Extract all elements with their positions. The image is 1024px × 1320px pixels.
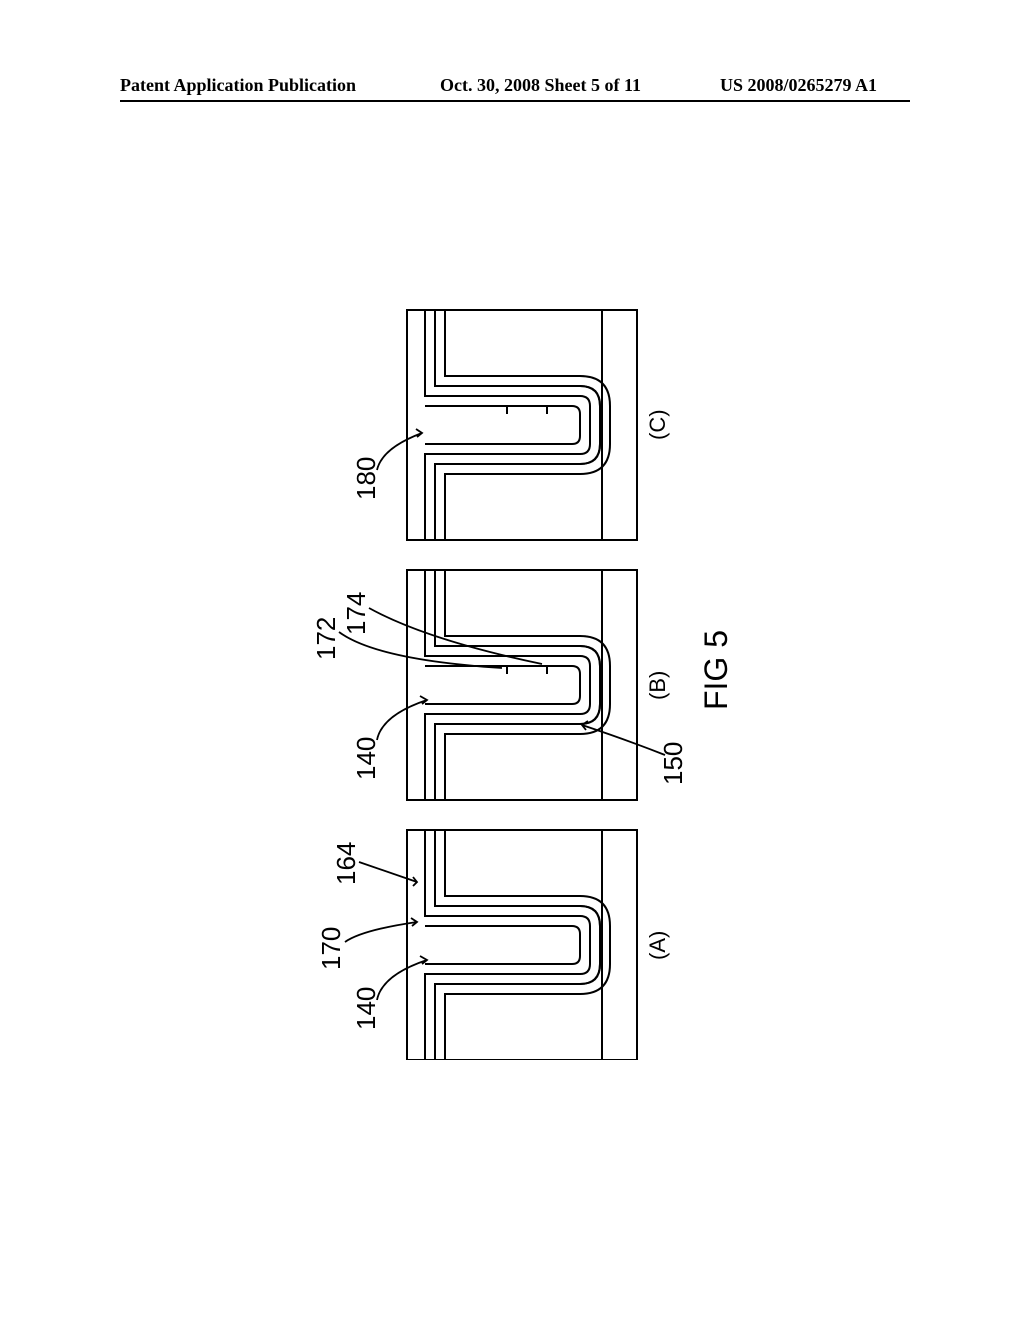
header-left: Patent Application Publication bbox=[120, 75, 356, 96]
ref-170: 170 bbox=[316, 927, 346, 970]
panel-tags: (A) (B) (C) bbox=[645, 409, 670, 960]
panel-b bbox=[407, 570, 637, 800]
panel-a-tag: (A) bbox=[645, 931, 670, 960]
ref-164: 164 bbox=[331, 842, 361, 885]
ref-140-b: 140 bbox=[351, 737, 381, 780]
ref-numerals: 140 170 164 140 150 172 174 180 bbox=[311, 457, 688, 1030]
figure-5-svg: (A) (B) (C) 140 170 164 140 150 172 174 … bbox=[102, 280, 922, 1060]
panel-a bbox=[407, 830, 637, 1060]
panel-c bbox=[407, 310, 637, 540]
figure-label: FIG 5 bbox=[698, 630, 734, 710]
panel-c-tag: (C) bbox=[645, 409, 670, 440]
ref-172: 172 bbox=[311, 617, 341, 660]
ref-174: 174 bbox=[341, 592, 371, 635]
ref-180: 180 bbox=[351, 457, 381, 500]
figure-5: (A) (B) (C) 140 170 164 140 150 172 174 … bbox=[102, 280, 922, 1060]
header-center: Oct. 30, 2008 Sheet 5 of 11 bbox=[440, 75, 641, 96]
header-rule bbox=[120, 100, 910, 102]
ref-150: 150 bbox=[658, 742, 688, 785]
ref-140-a: 140 bbox=[351, 987, 381, 1030]
header-right: US 2008/0265279 A1 bbox=[720, 75, 877, 96]
panel-b-tag: (B) bbox=[645, 671, 670, 700]
